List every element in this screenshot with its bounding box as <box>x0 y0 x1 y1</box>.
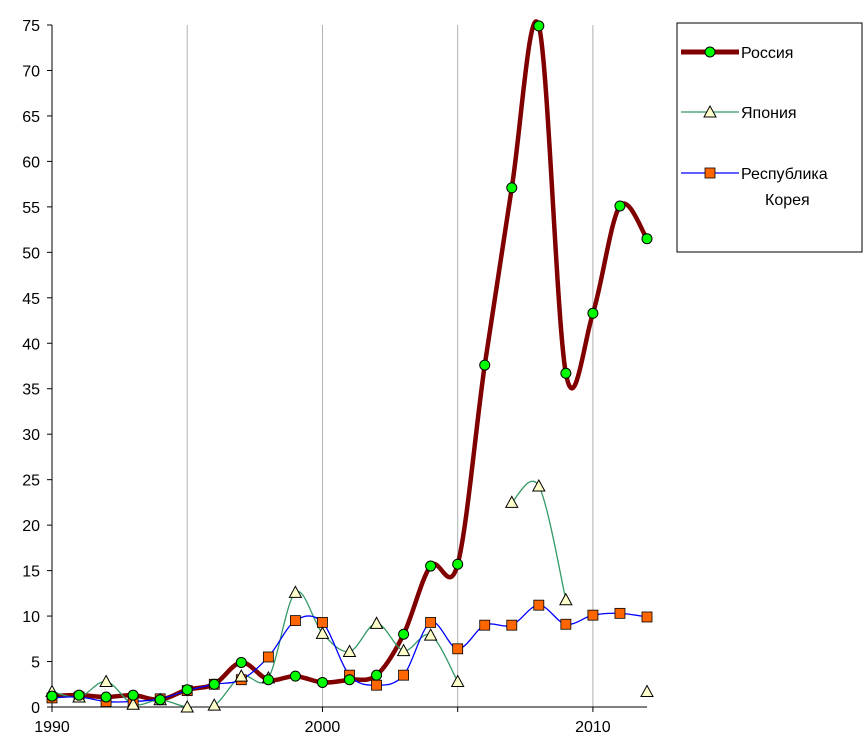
legend-item-russia: Россия <box>681 45 793 62</box>
data-point-korea <box>398 669 409 681</box>
data-point-russia <box>452 558 464 570</box>
legend-label-korea-line1: Республика <box>741 166 828 183</box>
data-point-russia <box>479 359 491 371</box>
data-point-japan <box>423 628 438 641</box>
y-tick-label: 75 <box>22 18 40 35</box>
y-tick-label: 0 <box>31 700 40 717</box>
data-point-japan <box>234 669 249 682</box>
data-point-korea <box>262 651 274 663</box>
data-point-russia <box>398 628 410 640</box>
y-tick-label: 50 <box>22 245 40 262</box>
legend: Россия Япония Республика Корея <box>676 22 863 253</box>
y-tick-label: 40 <box>22 336 40 353</box>
legend-box <box>676 22 863 253</box>
data-point-russia <box>73 689 85 701</box>
data-point-russia <box>344 674 355 686</box>
data-point-japan <box>288 585 303 598</box>
data-point-japan <box>640 684 654 698</box>
data-point-korea <box>587 609 599 621</box>
data-point-korea <box>641 611 653 623</box>
data-point-japan <box>99 674 113 688</box>
legend-label-korea-line2: Корея <box>765 192 810 209</box>
x-tick-label: 1990 <box>34 719 70 736</box>
data-point-japan <box>450 674 465 688</box>
data-point-japan <box>207 698 222 711</box>
data-point-japan <box>531 478 546 492</box>
data-point-japan <box>126 697 140 710</box>
series-line-russia <box>52 19 649 703</box>
data-point-russia <box>316 676 328 688</box>
series-line-japan <box>52 590 459 707</box>
y-tick-label: 20 <box>22 518 40 535</box>
data-point-korea <box>317 617 328 628</box>
data-point-japan <box>396 643 411 657</box>
data-point-russia <box>208 678 220 690</box>
y-tick-label: 45 <box>22 291 40 308</box>
data-point-korea <box>371 679 382 691</box>
data-point-japan <box>315 626 330 639</box>
y-tick-label: 70 <box>22 63 40 80</box>
tick-labels: 0 5 10 15 20 25 30 35 40 45 50 55 60 65 70 75 1990 2000 20… <box>22 18 611 736</box>
data-point-russia <box>371 669 383 681</box>
data-point-russia <box>533 20 545 32</box>
y-tick-label: 10 <box>22 609 40 626</box>
data-point-korea <box>425 617 437 628</box>
data-point-korea <box>533 599 545 611</box>
series-line-japan <box>511 480 567 600</box>
data-point-russia <box>506 182 518 194</box>
legend-label-japan: Япония <box>741 105 797 122</box>
data-point-russia <box>262 674 274 686</box>
data-point-japan <box>504 495 519 508</box>
y-tick-label: 5 <box>31 655 40 672</box>
data-point-russia <box>127 689 139 701</box>
legend-label-russia: Россия <box>741 45 793 62</box>
data-point-korea <box>452 643 464 655</box>
y-tick-label: 65 <box>22 109 40 126</box>
data-point-korea <box>506 619 518 631</box>
data-point-russia <box>560 367 572 379</box>
y-tick-label: 30 <box>22 427 40 444</box>
y-tick-label: 60 <box>22 154 40 171</box>
data-point-russia <box>289 670 301 682</box>
data-point-korea <box>479 619 491 631</box>
y-tick-label: 35 <box>22 382 40 399</box>
data-point-russia <box>46 690 58 702</box>
series-lines <box>52 19 649 707</box>
y-tick-label: 25 <box>22 473 40 490</box>
data-point-russia <box>614 200 626 212</box>
data-point-korea <box>614 607 626 619</box>
data-point-japan <box>180 699 195 713</box>
data-point-russia <box>181 684 193 696</box>
legend-marker-korea <box>704 167 716 179</box>
data-point-russia <box>235 656 247 668</box>
data-point-russia <box>425 560 437 572</box>
legend-item-japan: Япония <box>681 104 797 122</box>
legend-label-korea: Республика Корея <box>741 166 832 209</box>
data-point-japan <box>342 644 357 658</box>
data-point-russia <box>587 307 599 319</box>
x-tick-label: 2000 <box>305 719 341 736</box>
legend-marker-russia <box>704 46 716 58</box>
axes <box>51 25 647 708</box>
series-markers <box>45 20 654 713</box>
y-tick-label: 15 <box>22 564 40 581</box>
data-point-korea <box>290 615 301 627</box>
data-point-japan <box>559 592 573 606</box>
data-point-russia <box>641 233 653 245</box>
data-point-russia <box>154 694 166 706</box>
x-tick-label: 2010 <box>575 719 611 736</box>
data-point-russia <box>100 691 112 703</box>
legend-item-korea: Республика Корея <box>681 166 832 209</box>
y-tick-label: 55 <box>22 200 40 217</box>
data-point-japan <box>369 616 384 629</box>
data-point-korea <box>560 618 572 630</box>
legend-marker-japan <box>703 104 717 118</box>
grid-lines <box>186 25 594 707</box>
